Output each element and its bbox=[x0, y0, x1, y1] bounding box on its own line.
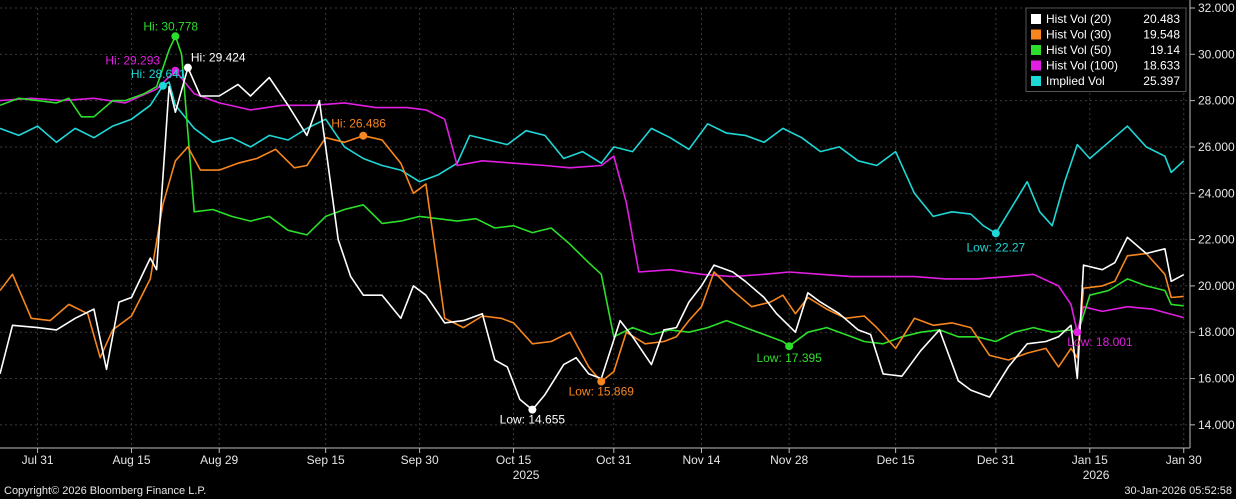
annotation-marker-implied-vol-hi bbox=[158, 81, 167, 90]
y-tick-label: 18.000 bbox=[1198, 325, 1235, 339]
x-tick-label: Oct 15 bbox=[496, 453, 532, 467]
x-tick-label: Nov 28 bbox=[770, 453, 808, 467]
annotation-label-implied-vol-hi: Hi: 28.641 bbox=[131, 67, 186, 81]
annotation-label-hist-vol-50-low: Low: 17.395 bbox=[756, 351, 822, 365]
legend: Hist Vol (20) 20.483 Hist Vol (30) 19.548 Hi… bbox=[1025, 7, 1187, 92]
axes: 14.000 16.000 18.000 20.000 22.000 24.000 26.0… bbox=[0, 0, 1235, 482]
x-tick-label: Oct 31 bbox=[596, 453, 632, 467]
series-line-hist-vol-100 bbox=[0, 69, 1184, 334]
legend-value-hist-vol-20: 20.483 bbox=[1143, 12, 1180, 26]
legend-value-hist-vol-50: 19.14 bbox=[1150, 43, 1180, 57]
legend-value-implied-vol: 25.397 bbox=[1143, 74, 1180, 88]
x-tick-label: Jan 30 bbox=[1166, 453, 1202, 467]
annotation-label-hist-vol-20-low: Low: 14.655 bbox=[500, 413, 566, 427]
y-tick-label: 32.000 bbox=[1198, 1, 1235, 15]
series-layer bbox=[0, 35, 1185, 411]
x-year-label: 2026 bbox=[1083, 468, 1110, 482]
legend-swatch-hist-vol-100 bbox=[1031, 60, 1041, 71]
chart-timestamp: 30-Jan-2026 05:52:58 bbox=[1124, 485, 1232, 497]
legend-label-hist-vol-100: Hist Vol (100) bbox=[1046, 59, 1118, 73]
annotation-marker-hist-vol-50-hi bbox=[171, 32, 180, 41]
annotation-label-hist-vol-20-hi: Hi: 29.424 bbox=[191, 51, 246, 65]
annotation-label-hist-vol-50-hi: Hi: 30.778 bbox=[143, 19, 198, 33]
annotation-marker-hist-vol-20-hi bbox=[183, 63, 192, 72]
annotation-marker-hist-vol-100-hi bbox=[171, 66, 180, 75]
annotation-label-hist-vol-100-low: Low: 18.001 bbox=[1067, 335, 1133, 349]
annotation-label-hist-vol-30-low: Low: 15.869 bbox=[569, 385, 635, 399]
legend-label-hist-vol-50: Hist Vol (50) bbox=[1046, 43, 1111, 57]
y-tick-label: 16.000 bbox=[1198, 372, 1235, 386]
legend-swatch-hist-vol-20 bbox=[1031, 14, 1041, 24]
x-tick-label: Sep 30 bbox=[401, 453, 439, 467]
y-tick-label: 26.000 bbox=[1198, 140, 1235, 154]
legend-value-hist-vol-100: 18.633 bbox=[1143, 59, 1180, 73]
x-year-label: 2025 bbox=[513, 468, 540, 482]
y-tick-label: 22.000 bbox=[1198, 233, 1235, 247]
legend-swatch-implied-vol bbox=[1031, 76, 1041, 86]
x-tick-label: Aug 29 bbox=[200, 453, 238, 467]
legend-label-implied-vol: Implied Vol bbox=[1046, 74, 1105, 88]
annotation-marker-implied-vol-low bbox=[991, 229, 1000, 238]
x-tick-label: Dec 15 bbox=[877, 453, 915, 467]
annotation-marker-hist-vol-30-hi bbox=[359, 131, 368, 140]
annotation-label-implied-vol-low: Low: 22.27 bbox=[966, 240, 1025, 254]
copyright-notice: Copyright© 2026 Bloomberg Finance L.P. bbox=[4, 485, 207, 497]
legend-swatch-hist-vol-50 bbox=[1031, 45, 1041, 55]
series-line-hist-vol-30 bbox=[0, 134, 1184, 383]
annotation-label-hist-vol-100-hi: Hi: 29.293 bbox=[105, 54, 160, 68]
annotation-marker-hist-vol-30-low bbox=[597, 377, 606, 386]
series-line-implied-vol bbox=[0, 81, 1185, 235]
annotation-marker-hist-vol-50-low bbox=[785, 342, 794, 351]
y-tick-label: 28.000 bbox=[1198, 94, 1235, 108]
y-tick-label: 20.000 bbox=[1198, 279, 1235, 293]
x-tick-label: Dec 31 bbox=[977, 453, 1015, 467]
annotation-layer: Hi: 29.424 Low: 14.655 Hi: 26.486 Low: 15.8… bbox=[105, 19, 1133, 426]
annotation-marker-hist-vol-20-low bbox=[528, 405, 537, 414]
series-line-hist-vol-50 bbox=[0, 35, 1184, 348]
chart-grid bbox=[0, 7, 1190, 448]
y-tick-label: 24.000 bbox=[1198, 186, 1235, 200]
legend-label-hist-vol-20: Hist Vol (20) bbox=[1046, 12, 1111, 26]
annotation-label-hist-vol-30-hi: Hi: 26.486 bbox=[331, 117, 386, 131]
x-tick-label: Nov 14 bbox=[682, 453, 720, 467]
y-tick-label: 14.000 bbox=[1198, 418, 1235, 432]
annotation-marker-hist-vol-100-low bbox=[1073, 328, 1082, 337]
series-line-hist-vol-20 bbox=[0, 66, 1185, 411]
legend-label-hist-vol-30: Hist Vol (30) bbox=[1046, 28, 1111, 42]
x-tick-label: Jan 15 bbox=[1072, 453, 1108, 467]
y-tick-label: 30.000 bbox=[1198, 47, 1235, 61]
x-tick-label: Aug 15 bbox=[113, 453, 151, 467]
x-tick-label: Jul 31 bbox=[22, 453, 54, 467]
x-tick-label: Sep 15 bbox=[307, 453, 345, 467]
legend-swatch-hist-vol-30 bbox=[1031, 29, 1041, 40]
legend-box bbox=[1025, 7, 1187, 92]
legend-value-hist-vol-30: 19.548 bbox=[1143, 28, 1180, 42]
